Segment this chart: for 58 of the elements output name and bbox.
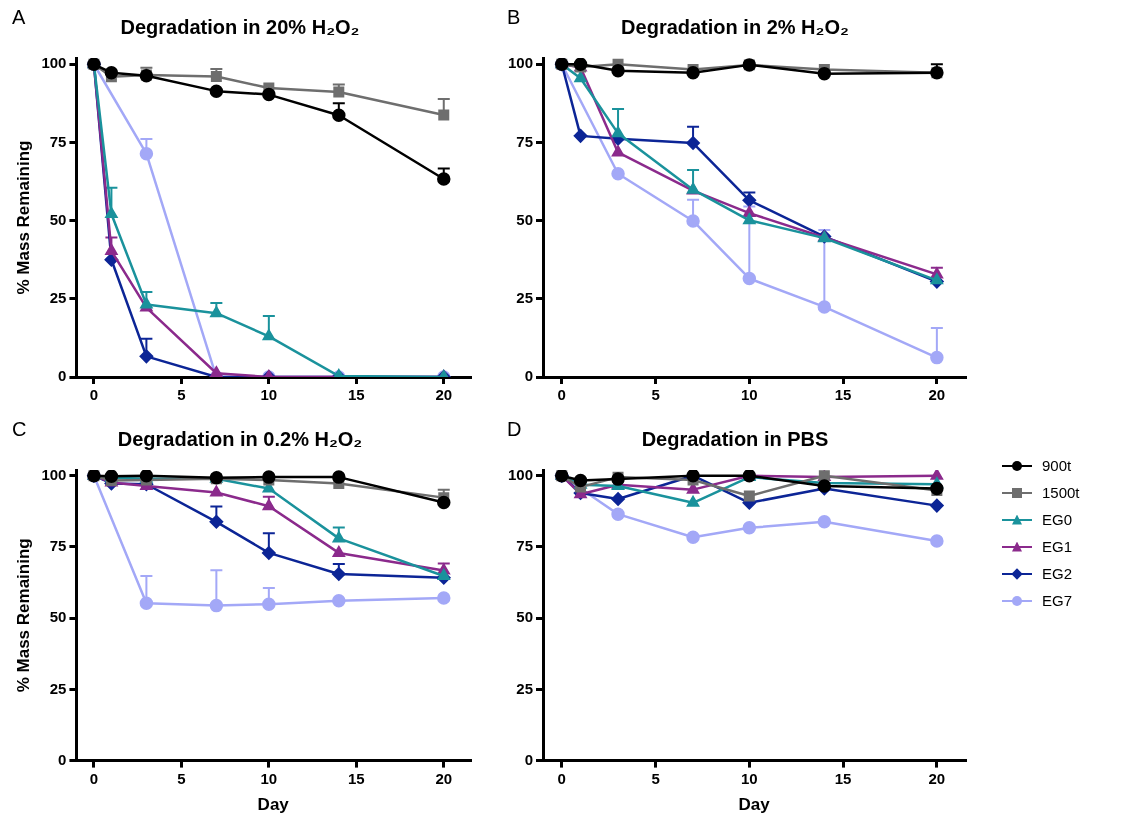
text: B [507,5,521,28]
y-tick-label: 100 [508,465,534,483]
x-tick-label: 0 [89,386,99,404]
y-tick-label: 75 [49,537,67,555]
chart-title: Degradation in 20% H₂O₂ [120,15,360,38]
x-tick-label: 15 [834,769,852,787]
x-tick-label: 0 [89,769,99,787]
y-tick-label: 50 [516,210,534,228]
y-tick-label: 25 [49,679,67,697]
x-tick-label: 15 [347,769,365,787]
x-tick-label: 20 [435,769,453,787]
x-axis-title: Day [738,795,771,815]
legend-label: EG2 [1042,565,1073,582]
y-tick-label: 100 [41,54,67,72]
y-axis-title: % Mass Remaining [13,538,33,693]
x-tick-label: 20 [928,769,946,787]
y-tick-label: 25 [49,288,67,306]
legend-label: EG1 [1042,538,1073,555]
x-tick-label: 15 [347,386,365,404]
x-tick-label: 5 [651,386,660,404]
y-tick-label: 25 [516,679,534,697]
y-tick-label: 50 [516,608,534,626]
text: C [12,417,27,440]
x-tick-label: 0 [557,769,566,787]
y-tick-label: 75 [516,132,534,150]
y-tick-label: 100 [508,54,534,72]
x-tick-label: 10 [260,386,278,404]
y-tick-label: 0 [524,750,534,768]
legend-label: 900t [1042,457,1072,474]
y-tick-label: 50 [49,210,67,228]
x-tick-label: 10 [260,769,278,787]
x-tick-label: 5 [651,769,660,787]
legend-label: EG0 [1042,511,1073,528]
y-tick-label: 100 [41,465,67,483]
y-tick-label: 75 [516,537,534,555]
x-axis-title: Day [257,795,290,815]
x-tick-label: 20 [435,386,453,404]
y-tick-label: 0 [524,367,534,385]
y-tick-label: 0 [58,367,67,385]
chart-title: Degradation in PBS [641,427,829,450]
legend-label: EG7 [1042,592,1073,609]
y-tick-label: 0 [58,750,67,768]
y-tick-label: 50 [49,608,67,626]
x-tick-label: 10 [740,386,758,404]
x-tick-label: 20 [928,386,946,404]
x-tick-label: 5 [177,386,186,404]
x-tick-label: 15 [834,386,852,404]
text: D [507,417,522,440]
chart-title: Degradation in 0.2% H₂O₂ [117,427,363,450]
y-tick-label: 75 [49,132,67,150]
y-tick-label: 25 [516,288,534,306]
x-tick-label: 0 [557,386,566,404]
chart-title: Degradation in 2% H₂O₂ [621,15,849,38]
text: A [12,5,26,28]
legend-label: 1500t [1042,484,1080,501]
y-axis-title: % Mass Remaining [13,140,33,295]
x-tick-label: 5 [177,769,186,787]
x-tick-label: 10 [740,769,758,787]
